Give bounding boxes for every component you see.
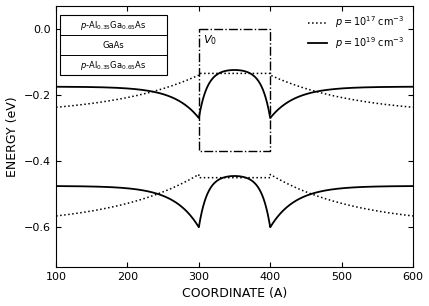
Text: $p$-Al$_{0.35}$Ga$_{0.65}$As: $p$-Al$_{0.35}$Ga$_{0.65}$As — [80, 59, 146, 72]
Text: GaAs: GaAs — [103, 41, 124, 50]
Text: $p$-Al$_{0.35}$Ga$_{0.65}$As: $p$-Al$_{0.35}$Ga$_{0.65}$As — [80, 19, 146, 32]
Legend: $p=10^{17}\ \mathrm{cm}^{-3}$, $p=10^{19}\ \mathrm{cm}^{-3}$: $p=10^{17}\ \mathrm{cm}^{-3}$, $p=10^{19… — [304, 10, 408, 55]
Bar — [60, 16, 167, 75]
Y-axis label: ENERGY (eV): ENERGY (eV) — [6, 96, 18, 177]
Text: $V_0$: $V_0$ — [203, 34, 217, 47]
X-axis label: COORDINATE (A): COORDINATE (A) — [182, 287, 287, 300]
